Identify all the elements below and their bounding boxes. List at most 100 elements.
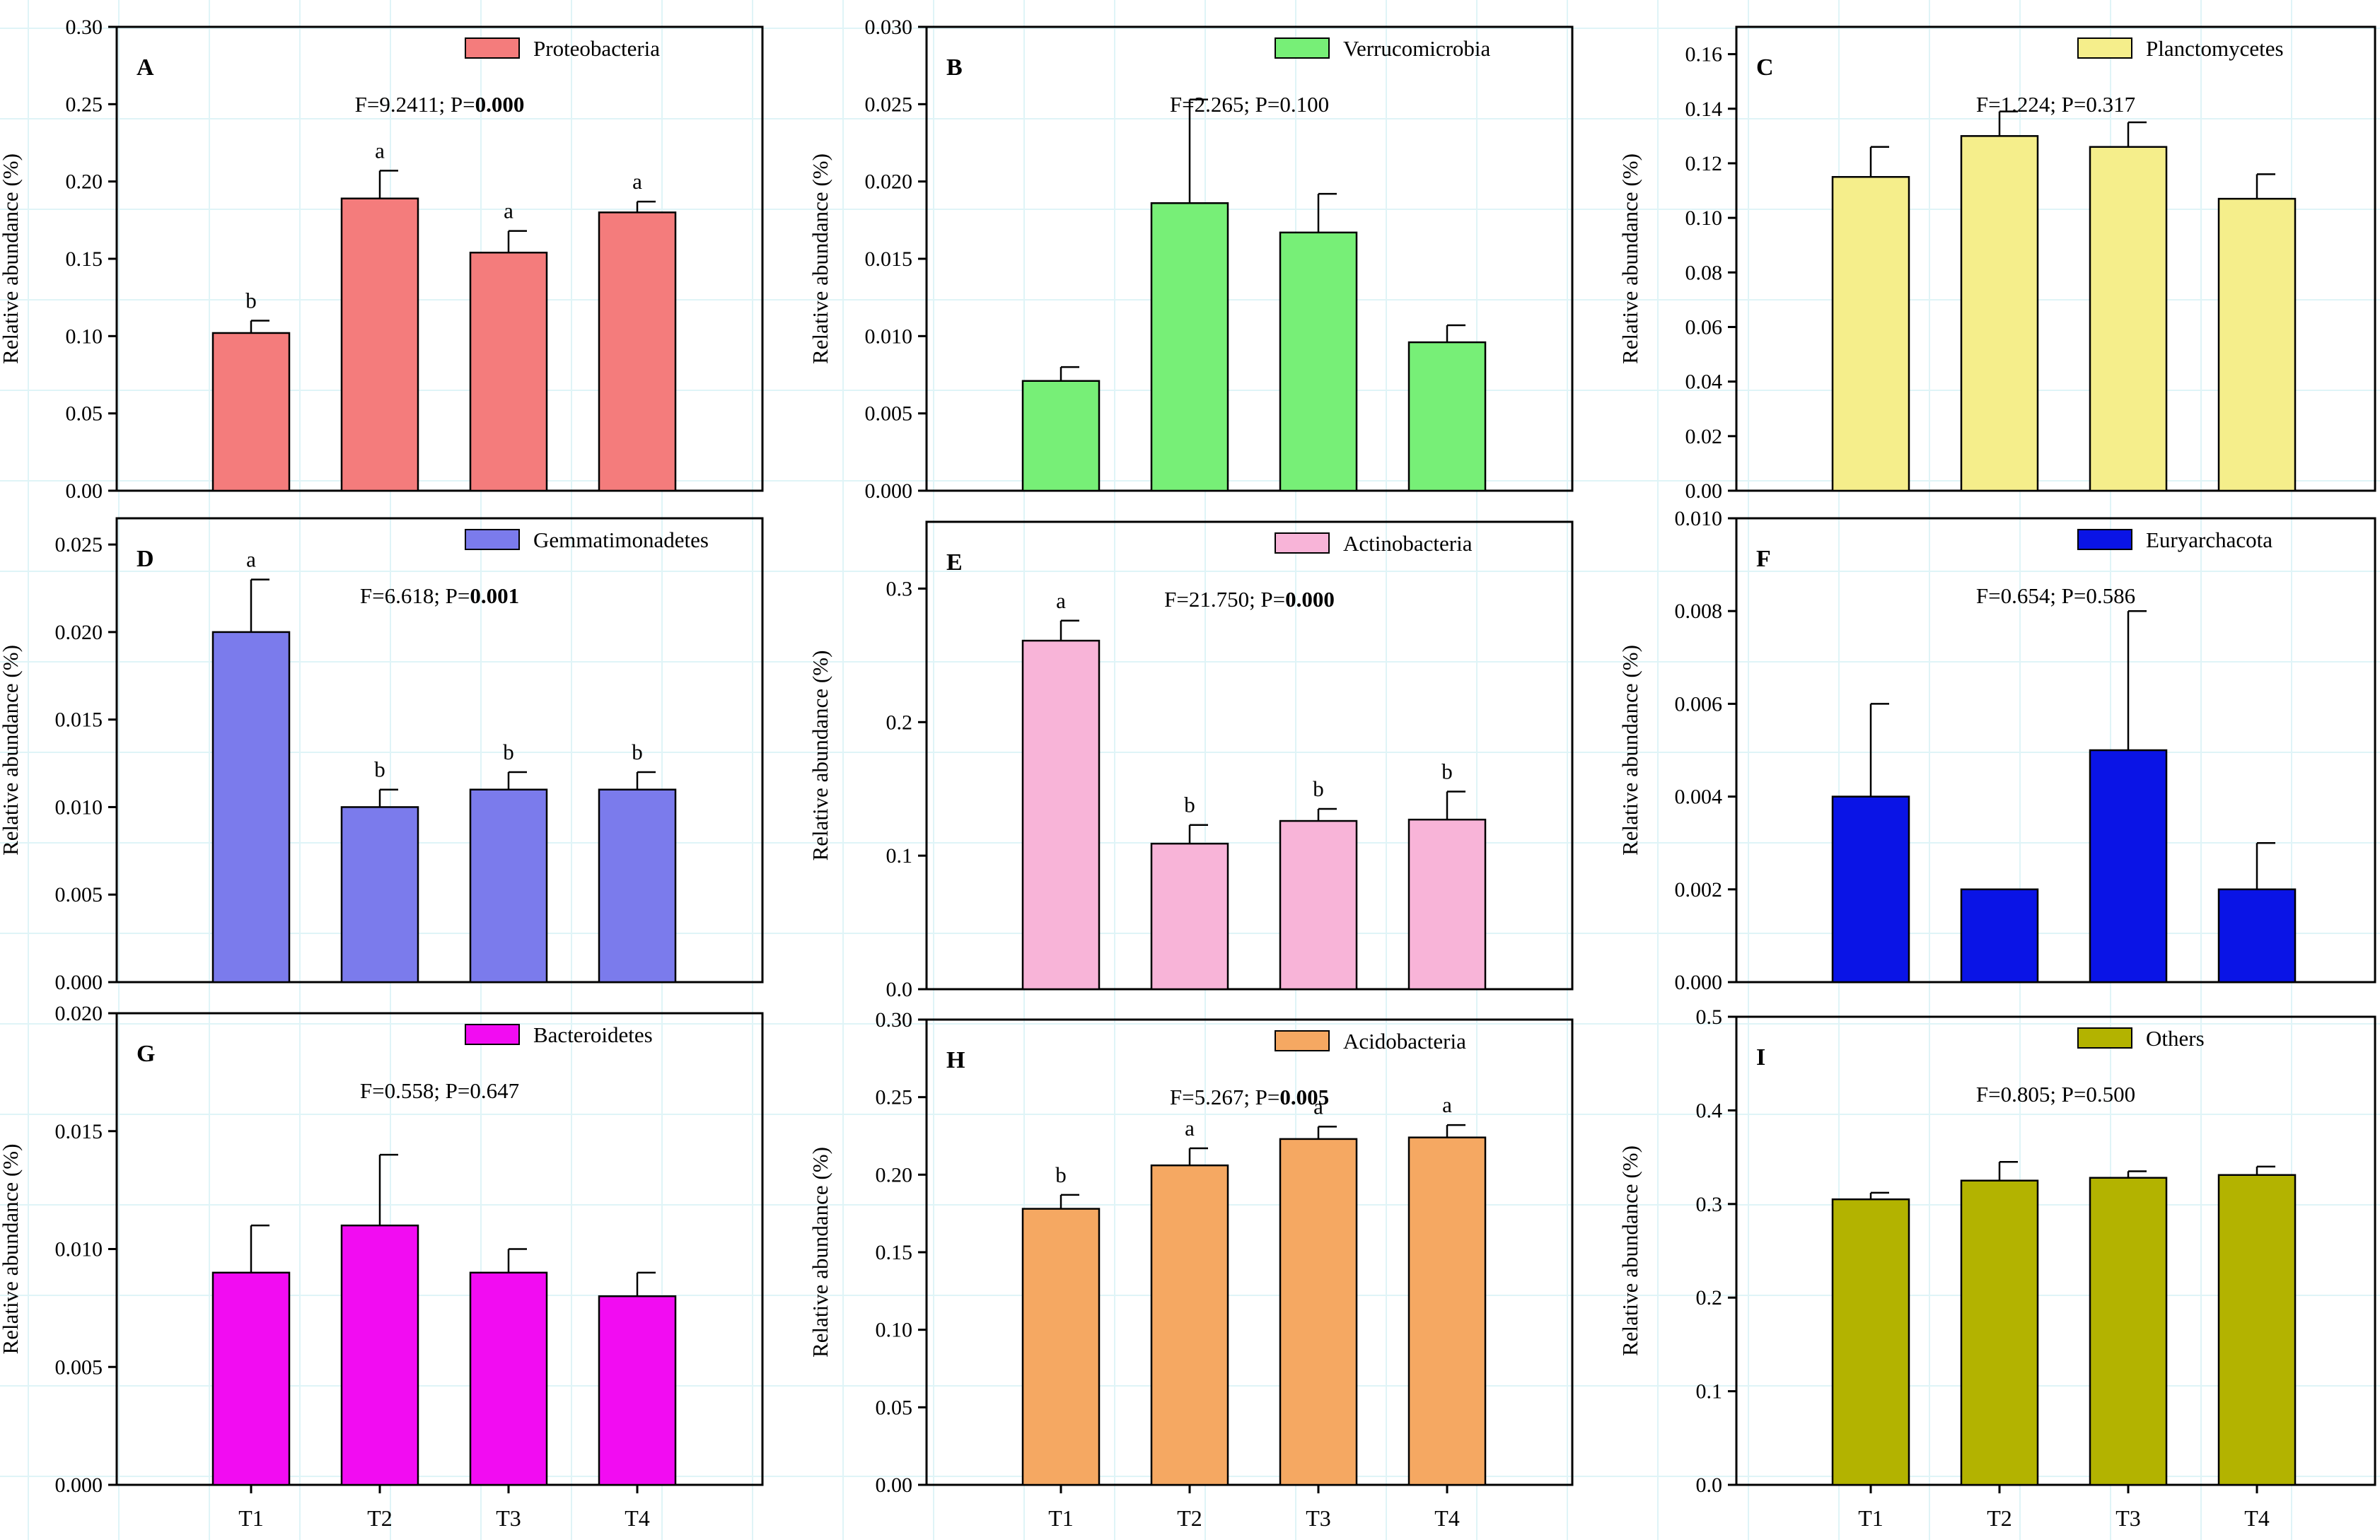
y-axis-label: Relative abundance (%) bbox=[808, 153, 832, 364]
panel-letter: B bbox=[946, 54, 963, 81]
legend-label: Gemmatimonadetes bbox=[533, 527, 709, 552]
legend-label: Proteobacteria bbox=[533, 36, 660, 61]
legend-label: Bacteroidetes bbox=[533, 1022, 653, 1047]
plot-frame bbox=[1735, 517, 2376, 984]
bar-d-t3 bbox=[469, 788, 548, 984]
bar-f-t2 bbox=[1960, 888, 2039, 984]
anova-stat-text: F=0.654; P=0.586 bbox=[1976, 583, 2135, 608]
anova-stat-text: F=21.750; P=0.000 bbox=[1164, 587, 1335, 612]
y-tick-label: 0.3 bbox=[1696, 1193, 1723, 1216]
significance-letter: a bbox=[1313, 1094, 1323, 1119]
y-axis-label: Relative abundance (%) bbox=[0, 153, 23, 364]
plot-frame bbox=[115, 517, 764, 984]
significance-letter: b bbox=[1055, 1162, 1067, 1187]
anova-f-value: F=0.805; P= bbox=[1976, 1082, 2086, 1107]
y-tick-label: 0.0 bbox=[1696, 1474, 1723, 1497]
anova-p-value: 0.005 bbox=[1279, 1085, 1329, 1109]
bar-a-t2 bbox=[340, 197, 419, 492]
bar-d-t2 bbox=[340, 806, 419, 984]
y-axis-label: Relative abundance (%) bbox=[1618, 645, 1642, 856]
x-tick-label: T4 bbox=[1434, 1505, 1460, 1531]
y-axis-label: Relative abundance (%) bbox=[808, 1147, 832, 1358]
anova-p-value: 0.647 bbox=[470, 1078, 519, 1103]
significance-letter: a bbox=[1185, 1116, 1195, 1141]
anova-stat-text: F=5.267; P=0.005 bbox=[1170, 1085, 1329, 1109]
anova-stat-text: F=1.224; P=0.317 bbox=[1976, 92, 2135, 117]
x-tick-label: T3 bbox=[2115, 1505, 2141, 1531]
y-tick-label: 0.006 bbox=[1675, 692, 1723, 716]
bar-h-t4 bbox=[1407, 1136, 1487, 1486]
anova-p-value: 0.000 bbox=[475, 92, 525, 117]
y-tick-label: 0.15 bbox=[66, 247, 103, 271]
anova-f-value: F=2.265; P= bbox=[1170, 92, 1280, 117]
bar-g-t2 bbox=[340, 1224, 419, 1486]
anova-f-value: F=5.267; P= bbox=[1170, 1085, 1280, 1109]
y-tick-label: 0.06 bbox=[1685, 315, 1723, 339]
panel-f: 0.000 0.002 0.004 0.006 0.008 0.010 Relative a… bbox=[1618, 507, 2376, 994]
y-tick-label: 0.008 bbox=[1675, 600, 1723, 623]
y-tick-label: 0.005 bbox=[865, 402, 913, 426]
panel-letter: H bbox=[946, 1047, 965, 1073]
y-tick-label: 0.25 bbox=[66, 93, 103, 116]
significance-letter: b bbox=[374, 757, 385, 782]
x-tick-label: T1 bbox=[238, 1505, 264, 1531]
y-tick-label: 0.10 bbox=[66, 325, 103, 348]
y-tick-label: 0.20 bbox=[66, 170, 103, 194]
significance-letter: b bbox=[1441, 759, 1453, 783]
y-tick-label: 0.15 bbox=[876, 1241, 913, 1264]
x-tick-label: T4 bbox=[2244, 1505, 2270, 1531]
y-tick-label: 0.3 bbox=[886, 577, 913, 600]
y-tick-label: 0.1 bbox=[1696, 1380, 1723, 1404]
bar-i-t2 bbox=[1960, 1179, 2039, 1486]
significance-letter: a bbox=[1442, 1092, 1452, 1117]
anova-stat-text: F=0.558; P=0.647 bbox=[360, 1078, 519, 1103]
y-tick-label: 0.010 bbox=[55, 1238, 103, 1261]
legend-label: Verrucomicrobia bbox=[1343, 36, 1491, 61]
panel-e: 0.0 0.1 0.2 0.3 Relative abundance (%) E Actin… bbox=[808, 520, 1574, 1001]
panel-a: 0.00 0.05 0.10 0.15 0.20 0.25 0.30 Relative abu… bbox=[0, 16, 764, 503]
y-tick-label: 0.5 bbox=[1696, 1005, 1723, 1029]
y-tick-label: 0.00 bbox=[876, 1474, 913, 1497]
bar-g-t3 bbox=[469, 1271, 548, 1486]
legend-swatch bbox=[2077, 529, 2132, 550]
bar-d-t4 bbox=[598, 788, 677, 984]
bar-c-t1 bbox=[1831, 175, 1910, 492]
y-tick-label: 0.2 bbox=[1696, 1286, 1723, 1309]
y-tick-label: 0.16 bbox=[1685, 43, 1723, 66]
y-tick-label: 0.20 bbox=[876, 1163, 913, 1186]
bar-i-t1 bbox=[1831, 1198, 1910, 1486]
significance-letter: b bbox=[245, 288, 257, 313]
y-tick-label: 0.010 bbox=[1675, 507, 1723, 530]
y-tick-label: 0.000 bbox=[865, 479, 913, 503]
anova-stat-text: F=6.618; P=0.001 bbox=[360, 583, 519, 608]
plot-frame bbox=[1735, 1015, 2376, 1486]
anova-f-value: F=21.750; P= bbox=[1164, 587, 1285, 612]
significance-letter: b bbox=[1184, 793, 1195, 817]
x-tick-label: T4 bbox=[625, 1505, 650, 1531]
legend-label: Actinobacteria bbox=[1343, 531, 1473, 556]
legend-swatch bbox=[1275, 532, 1330, 554]
y-tick-label: 0.05 bbox=[876, 1396, 913, 1419]
panel-d: 0.000 0.005 0.010 0.015 0.020 0.025 Relative a… bbox=[0, 517, 764, 994]
x-tick-label: T2 bbox=[1177, 1505, 1202, 1531]
bar-b-t1 bbox=[1021, 380, 1101, 492]
significance-letter: a bbox=[504, 199, 513, 223]
bar-f-t1 bbox=[1831, 795, 1910, 984]
panel-g: 0.000 0.005 0.010 0.015 0.020 Relative abunda… bbox=[0, 1002, 764, 1531]
bar-e-t2 bbox=[1150, 842, 1229, 991]
panel-letter: A bbox=[137, 54, 154, 81]
y-tick-label: 0.030 bbox=[865, 16, 913, 39]
y-tick-label: 0.020 bbox=[55, 621, 103, 644]
anova-p-value: 0.317 bbox=[2086, 92, 2135, 117]
anova-p-value: 0.000 bbox=[1285, 587, 1335, 612]
panel-letter: D bbox=[137, 546, 154, 572]
y-tick-label: 0.002 bbox=[1675, 878, 1723, 902]
y-tick-label: 0.30 bbox=[876, 1008, 913, 1032]
legend-swatch bbox=[1275, 37, 1330, 59]
significance-letter: a bbox=[632, 169, 642, 194]
bar-g-t4 bbox=[598, 1295, 677, 1486]
y-tick-label: 0.04 bbox=[1685, 371, 1723, 394]
legend-swatch bbox=[2077, 1027, 2132, 1049]
anova-stat-text: F=2.265; P=0.100 bbox=[1170, 92, 1329, 117]
